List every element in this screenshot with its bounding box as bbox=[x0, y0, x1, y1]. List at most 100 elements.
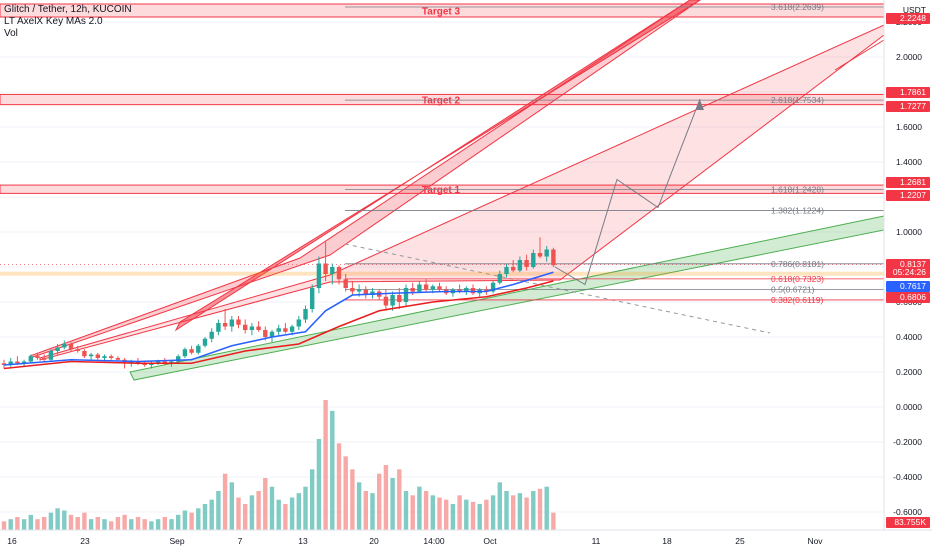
indicator-title[interactable]: LT AxelX Key MAs 2.0 bbox=[4, 16, 103, 27]
price-tick: -0.6000 bbox=[893, 507, 922, 517]
volume-bar bbox=[216, 491, 221, 530]
volume-bar bbox=[75, 517, 80, 530]
time-tick: 18 bbox=[662, 536, 672, 546]
volume-bar bbox=[243, 504, 248, 530]
volume-bar bbox=[169, 519, 174, 530]
volume-bar bbox=[544, 486, 549, 530]
price-tick: 0.4000 bbox=[896, 332, 922, 342]
volume-bar bbox=[330, 410, 335, 530]
volume-bar bbox=[155, 519, 161, 530]
volume-bar bbox=[289, 497, 295, 530]
price-badge bbox=[886, 281, 930, 292]
candle-body bbox=[169, 361, 174, 364]
price-badge bbox=[886, 177, 930, 188]
volume-bar bbox=[256, 491, 261, 530]
volume-bars bbox=[1, 400, 556, 530]
volume-bar bbox=[55, 508, 60, 530]
currency-label: USDT bbox=[903, 5, 926, 15]
volume-bar bbox=[35, 519, 40, 530]
volume-title[interactable]: Vol bbox=[4, 28, 18, 39]
candle-body bbox=[15, 361, 20, 364]
volume-bar bbox=[62, 510, 67, 530]
volume-bar bbox=[196, 508, 201, 530]
volume-bar bbox=[403, 491, 409, 530]
volume-bar bbox=[390, 478, 395, 530]
volume-bar bbox=[109, 521, 114, 530]
dashed-trendline bbox=[344, 243, 771, 334]
ma-red-line bbox=[3, 280, 554, 370]
projection-arrowhead bbox=[696, 100, 704, 110]
volume-bar bbox=[15, 517, 20, 530]
candle-body bbox=[222, 323, 228, 327]
volume-bar bbox=[430, 495, 435, 530]
candle-body bbox=[457, 289, 462, 292]
red-fan-light bbox=[39, 24, 885, 361]
candle-body bbox=[437, 286, 442, 290]
volume-bar bbox=[343, 456, 348, 530]
chart-legend: Glitch / Tether, 12h, KUCOIN LT AxelX Ke… bbox=[4, 4, 132, 40]
volume-bar bbox=[229, 482, 234, 530]
volume-bar bbox=[377, 473, 382, 530]
volume-bar bbox=[189, 512, 194, 530]
volume-bar bbox=[209, 499, 214, 530]
fib-label: 3.618(2.2639) bbox=[771, 2, 824, 12]
price-badge-text: 1.7277 bbox=[900, 101, 926, 111]
candle-body bbox=[196, 345, 201, 353]
candle-body bbox=[176, 356, 181, 362]
candle-body bbox=[303, 309, 308, 320]
fib-label: 2.618(1.7534) bbox=[771, 95, 824, 105]
candle-body bbox=[189, 349, 194, 353]
ma-blue-line bbox=[3, 271, 554, 366]
candle-body bbox=[256, 326, 261, 330]
candle-body bbox=[323, 263, 328, 274]
time-tick: 13 bbox=[298, 536, 308, 546]
candle-body bbox=[202, 338, 208, 346]
fib-label: 0.5(0.6721) bbox=[771, 284, 815, 294]
grid-lines bbox=[0, 21, 884, 513]
time-tick: Nov bbox=[807, 536, 823, 546]
price-badge bbox=[886, 292, 930, 303]
candle-body bbox=[316, 263, 322, 288]
volume-bar bbox=[269, 486, 275, 530]
candle-body bbox=[249, 326, 255, 330]
volume-bar bbox=[423, 491, 429, 530]
red-fan-tail bbox=[834, 39, 885, 71]
price-badge bbox=[886, 87, 930, 98]
volume-bar bbox=[450, 504, 456, 530]
time-tick: 25 bbox=[735, 536, 745, 546]
volume-bar bbox=[417, 486, 422, 530]
time-tick: 16 bbox=[7, 536, 17, 546]
price-tick: 1.0000 bbox=[896, 227, 922, 237]
price-badge-text: 1.7861 bbox=[900, 87, 926, 97]
volume-bar bbox=[356, 482, 362, 530]
volume-bar bbox=[397, 469, 402, 530]
symbol-title[interactable]: Glitch / Tether, 12h, KUCOIN bbox=[4, 4, 132, 15]
time-axis[interactable]: 16 23 Sep 7 13 20 14:00 Oct 11 18 25 Nov bbox=[0, 529, 932, 546]
candle-body bbox=[62, 344, 67, 348]
candle-body bbox=[310, 288, 315, 309]
time-tick: 20 bbox=[369, 536, 379, 546]
volume-bar bbox=[122, 514, 127, 530]
candle-body bbox=[35, 356, 40, 358]
candle-body bbox=[464, 288, 469, 292]
fib-levels: 3.618(2.2639) 2.618(1.7534) 1.618(1.2428) 1… bbox=[345, 2, 884, 305]
candle-body bbox=[229, 319, 234, 327]
price-axis[interactable]: 2.20002.00001.80001.60001.40001.20001.00… bbox=[883, 0, 932, 530]
volume-bar bbox=[531, 491, 536, 530]
candle-body bbox=[430, 286, 435, 290]
fib-label: 0.786(0.8181) bbox=[771, 259, 824, 269]
volume-bar bbox=[263, 478, 268, 530]
volume-bar bbox=[511, 495, 516, 530]
volume-bar bbox=[323, 400, 328, 530]
time-tick: Oct bbox=[483, 536, 497, 546]
time-tick: 11 bbox=[592, 536, 601, 546]
candle-body bbox=[397, 295, 402, 302]
price-tick: 1.4000 bbox=[896, 157, 922, 167]
candle-body bbox=[289, 326, 295, 332]
volume-bar bbox=[249, 495, 255, 530]
candle-body bbox=[28, 356, 33, 362]
candle-body bbox=[142, 363, 147, 365]
projection-path bbox=[554, 98, 704, 286]
volume-bar bbox=[517, 493, 523, 530]
